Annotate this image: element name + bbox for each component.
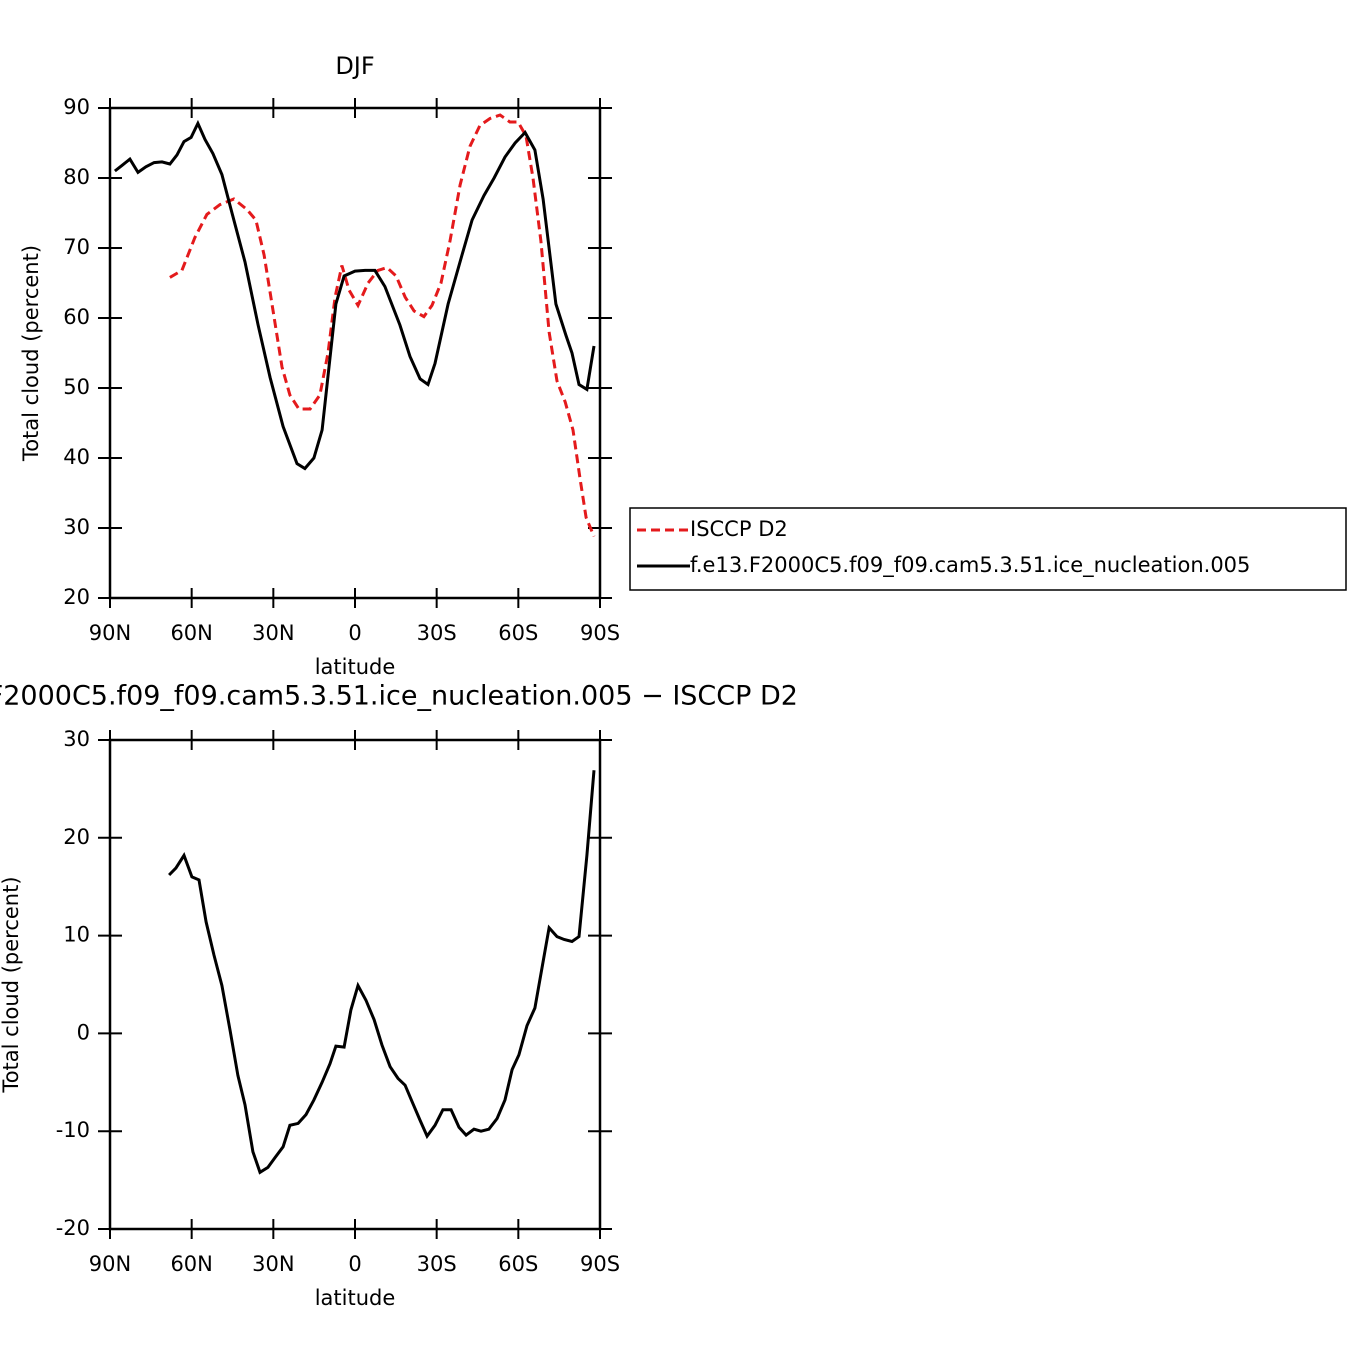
- y-tick-label: 60: [63, 305, 90, 329]
- y-tick-label: 40: [63, 445, 90, 469]
- x-tick-label: 90S: [580, 1252, 620, 1276]
- y-tick-label: -10: [56, 1118, 90, 1142]
- plot-frame: [108, 106, 602, 600]
- x-tick-label: 60S: [498, 621, 538, 645]
- legend-label: ISCCP D2: [690, 517, 788, 541]
- y-tick-label: 30: [63, 515, 90, 539]
- y-tick-label: 30: [63, 727, 90, 751]
- y-axis-label: Total cloud (percent): [19, 245, 43, 462]
- y-tick-label: 50: [63, 375, 90, 399]
- y-tick-label: 70: [63, 235, 90, 259]
- x-tick-label: 90N: [89, 621, 131, 645]
- x-tick-label: 0: [348, 621, 361, 645]
- y-tick-label: 10: [63, 923, 90, 947]
- chart-title: f.e13.F2000C5.f09_f09.cam5.3.51.ice_nucl…: [0, 681, 798, 712]
- series-line: [168, 770, 596, 1175]
- x-tick-label: 90S: [580, 621, 620, 645]
- chart-title: DJF: [335, 52, 374, 80]
- x-tick-label: 60N: [170, 621, 212, 645]
- y-tick-label: -20: [56, 1216, 90, 1240]
- legend-box: [629, 507, 1347, 591]
- plot-frame: [108, 738, 602, 1231]
- x-tick-label: 30N: [252, 621, 294, 645]
- x-tick-label: 60N: [170, 1252, 212, 1276]
- x-tick-label: 60S: [498, 1252, 538, 1276]
- legend-label: f.e13.F2000C5.f09_f09.cam5.3.51.ice_nucl…: [690, 553, 1250, 578]
- y-tick-label: 20: [63, 825, 90, 849]
- x-tick-label: 30S: [417, 1252, 457, 1276]
- series-line: [169, 113, 596, 537]
- x-tick-label: 30S: [417, 621, 457, 645]
- series-line: [113, 119, 596, 471]
- x-tick-label: 30N: [252, 1252, 294, 1276]
- y-tick-label: 20: [63, 585, 90, 609]
- y-tick-label: 90: [63, 95, 90, 119]
- x-axis-label: latitude: [315, 1286, 396, 1310]
- x-axis-label: latitude: [315, 655, 396, 679]
- x-tick-label: 0: [348, 1252, 361, 1276]
- x-tick-label: 90N: [89, 1252, 131, 1276]
- y-tick-label: 80: [63, 165, 90, 189]
- y-axis-label: Total cloud (percent): [0, 876, 23, 1093]
- y-tick-label: 0: [77, 1020, 90, 1044]
